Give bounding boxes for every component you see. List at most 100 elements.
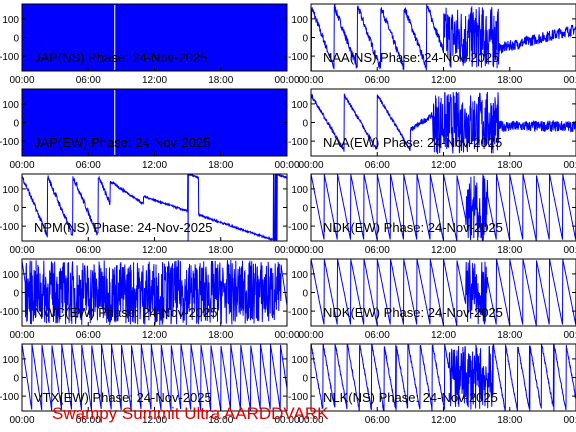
y-tick-label: -100 (288, 392, 308, 403)
x-tick-label: 18:00 (208, 75, 233, 86)
x-tick-label: 00:00 (274, 330, 299, 341)
phase-trace-fill (22, 89, 287, 156)
y-tick-label: 0 (302, 204, 308, 215)
y-tick-label: -100 (0, 52, 19, 63)
y-tick-label: 100 (291, 185, 308, 196)
x-tick-label: 06:00 (76, 245, 101, 256)
x-tick-label: 06:00 (365, 245, 390, 256)
y-tick-label: -100 (288, 52, 308, 63)
y-tick-label: 100 (291, 355, 308, 366)
x-tick-label: 00:00 (563, 415, 576, 426)
panel-title: NAA(NS) Phase: 24-Nov-2025 (323, 50, 499, 65)
x-tick-label: 18:00 (497, 330, 522, 341)
x-tick-label: 00:00 (274, 415, 299, 426)
y-tick-label: 100 (2, 185, 19, 196)
x-tick-label: 18:00 (497, 75, 522, 86)
x-tick-label: 12:00 (142, 160, 167, 171)
x-tick-label: 00:00 (9, 245, 34, 256)
x-tick-label: 06:00 (76, 415, 101, 426)
x-tick-label: 00:00 (298, 160, 323, 171)
phase-trace (311, 259, 576, 326)
y-tick-label: 0 (13, 374, 19, 385)
phase-trace (311, 174, 576, 241)
x-tick-label: 00:00 (298, 75, 323, 86)
phase-trace (22, 174, 287, 241)
x-tick-label: 06:00 (76, 75, 101, 86)
x-tick-label: 00:00 (298, 415, 323, 426)
x-tick-label: 18:00 (497, 415, 522, 426)
x-tick-label: 00:00 (563, 160, 576, 171)
y-tick-label: 100 (2, 100, 19, 111)
phase-trace (311, 4, 576, 71)
x-tick-label: 12:00 (142, 245, 167, 256)
phase-trace (22, 259, 287, 326)
panel-title: NWC(EW) Phase: 24-Nov-2025 (34, 305, 218, 320)
panel-title: NPM(NS) Phase: 24-Nov-2025 (34, 220, 212, 235)
x-tick-label: 18:00 (208, 160, 233, 171)
x-tick-label: 12:00 (142, 330, 167, 341)
x-tick-label: 06:00 (365, 75, 390, 86)
y-tick-label: 0 (302, 374, 308, 385)
x-tick-label: 00:00 (274, 75, 299, 86)
panel-title: VTX(EW) Phase: 24-Nov-2025 (34, 390, 212, 405)
x-tick-label: 12:00 (431, 160, 456, 171)
x-tick-label: 00:00 (9, 415, 34, 426)
x-tick-label: 00:00 (9, 75, 34, 86)
y-tick-label: 0 (302, 289, 308, 300)
panel-title: NDK(EW) Phase: 24-Nov-2025 (323, 220, 503, 235)
x-tick-label: 12:00 (142, 415, 167, 426)
y-tick-label: 0 (13, 289, 19, 300)
x-tick-label: 00:00 (563, 330, 576, 341)
x-tick-label: 12:00 (431, 245, 456, 256)
x-tick-label: 06:00 (76, 160, 101, 171)
phase-panel: 1000-10000:0006:0012:0018:0000:00NAA(NS)… (288, 3, 576, 86)
x-tick-label: 00:00 (9, 160, 34, 171)
x-tick-label: 18:00 (208, 245, 233, 256)
phase-trace (22, 344, 287, 411)
y-tick-label: -100 (0, 222, 19, 233)
x-tick-label: 12:00 (431, 415, 456, 426)
x-tick-label: 06:00 (76, 330, 101, 341)
y-tick-label: -100 (288, 222, 308, 233)
y-tick-label: -100 (0, 392, 19, 403)
y-tick-label: -100 (0, 307, 19, 318)
phase-panel: 1000-10000:0006:0012:0018:0000:00NAA(EW)… (288, 88, 576, 171)
x-tick-label: 00:00 (9, 330, 34, 341)
x-tick-label: 00:00 (298, 330, 323, 341)
panel-title: NAA(EW) Phase: 24-Nov-2025 (323, 135, 502, 150)
x-tick-label: 00:00 (563, 245, 576, 256)
x-tick-label: 00:00 (274, 160, 299, 171)
x-tick-label: 06:00 (365, 330, 390, 341)
x-tick-label: 18:00 (208, 415, 233, 426)
station-label: Swampy Summit Ultra AARDDVARK (52, 404, 329, 423)
x-tick-label: 18:00 (497, 160, 522, 171)
y-tick-label: 100 (2, 355, 19, 366)
panel-title: NDK(EW) Phase: 24-Nov-2025 (323, 305, 503, 320)
y-tick-label: 0 (13, 34, 19, 45)
x-tick-label: 12:00 (431, 330, 456, 341)
x-tick-label: 18:00 (497, 245, 522, 256)
y-tick-label: 0 (302, 34, 308, 45)
y-tick-label: 100 (291, 15, 308, 26)
y-tick-label: 100 (291, 270, 308, 281)
x-tick-label: 00:00 (274, 245, 299, 256)
y-tick-label: 0 (13, 204, 19, 215)
phase-panel: 1000-10000:0006:0012:0018:0000:00NLK(NS)… (288, 343, 576, 426)
phase-trace (311, 91, 576, 155)
x-tick-label: 12:00 (431, 75, 456, 86)
phase-panel: 1000-10000:0006:0012:0018:0000:00NDK(EW)… (288, 173, 576, 256)
panel-title: NLK(NS) Phase: 24-Nov-2025 (323, 390, 498, 405)
x-tick-label: 06:00 (365, 415, 390, 426)
x-tick-label: 18:00 (208, 330, 233, 341)
y-tick-label: 0 (13, 119, 19, 130)
phase-panel: 1000-10000:0006:0012:0018:0000:00NDK(EW)… (288, 258, 576, 341)
x-tick-label: 00:00 (298, 245, 323, 256)
phase-trace-fill (22, 4, 287, 71)
panel-title: JAP(EW) Phase: 24-Nov-2025 (34, 135, 210, 150)
phase-trace (311, 344, 576, 411)
y-tick-label: 100 (2, 15, 19, 26)
